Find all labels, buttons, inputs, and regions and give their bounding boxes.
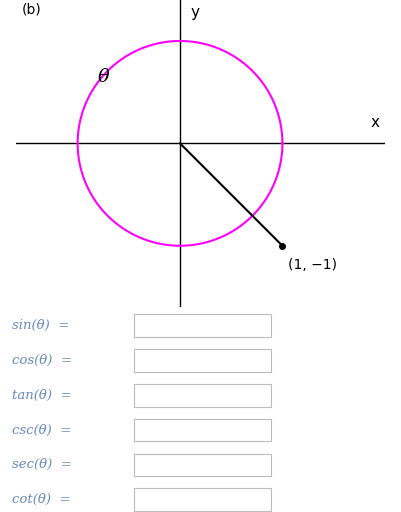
- FancyBboxPatch shape: [134, 349, 271, 372]
- FancyBboxPatch shape: [134, 454, 271, 476]
- Text: cos(θ)  =: cos(θ) =: [12, 354, 72, 367]
- Text: cot(θ)  =: cot(θ) =: [12, 493, 71, 506]
- Text: x: x: [371, 115, 380, 130]
- Text: csc(θ)  =: csc(θ) =: [12, 423, 71, 437]
- Text: (1, −1): (1, −1): [288, 258, 336, 272]
- Text: sin(θ)  =: sin(θ) =: [12, 319, 69, 332]
- FancyBboxPatch shape: [134, 384, 271, 407]
- Text: θ: θ: [97, 68, 109, 86]
- FancyBboxPatch shape: [134, 314, 271, 337]
- FancyBboxPatch shape: [134, 488, 271, 511]
- Text: sec(θ)  =: sec(θ) =: [12, 458, 72, 472]
- Text: (b): (b): [21, 2, 41, 16]
- Text: tan(θ)  =: tan(θ) =: [12, 389, 72, 402]
- FancyBboxPatch shape: [134, 419, 271, 441]
- Text: y: y: [190, 5, 199, 20]
